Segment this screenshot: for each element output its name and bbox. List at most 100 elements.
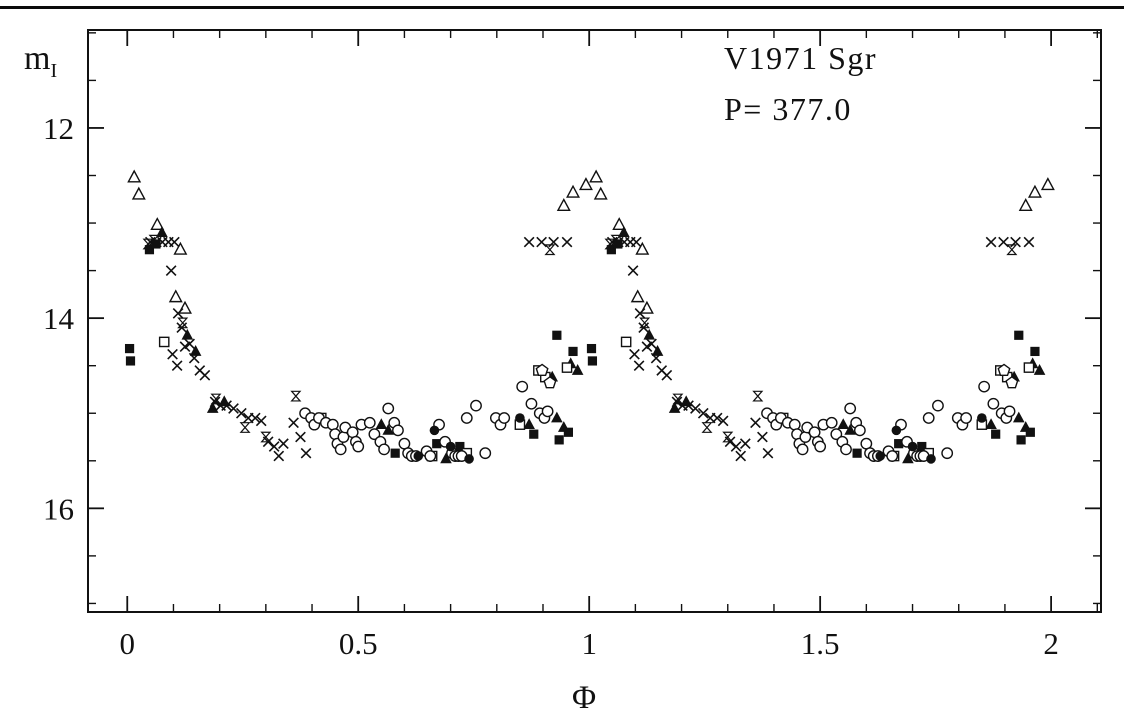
marker-hourglass	[239, 422, 251, 433]
marker-cross	[683, 400, 694, 412]
marker-filled-square	[606, 245, 616, 255]
marker-hourglass	[260, 431, 272, 443]
marker-open-circle	[960, 412, 973, 424]
marker-open-circle	[334, 443, 347, 456]
marker-filled-triangle	[156, 226, 168, 237]
marker-open-circle	[382, 402, 395, 415]
marker-filled-triangle	[375, 418, 388, 430]
marker-filled-triangle	[844, 423, 856, 435]
marker-open-triangle	[1040, 177, 1055, 191]
marker-filled-triangle	[382, 423, 395, 435]
marker-filled-triangle	[551, 411, 563, 423]
marker-open-circle	[932, 399, 944, 412]
marker-open-triangle	[589, 169, 604, 183]
marker-filled-circle	[891, 425, 902, 436]
marker-cross	[188, 352, 200, 364]
marker-filled-square	[1030, 346, 1040, 357]
marker-filled-circle	[515, 413, 525, 423]
marker-open-circle	[796, 443, 809, 456]
marker-open-triangle	[127, 169, 142, 183]
marker-cross	[735, 450, 747, 462]
marker-filled-square	[125, 356, 136, 366]
marker-hourglass	[639, 317, 651, 329]
marker-open-circle	[788, 418, 801, 431]
marker-cross	[646, 338, 657, 350]
marker-filled-circle	[977, 413, 987, 423]
marker-filled-triangle	[837, 418, 850, 430]
marker-filled-square	[529, 429, 539, 439]
marker-filled-square	[1016, 435, 1026, 445]
marker-open-circle	[479, 447, 492, 460]
marker-cross	[228, 403, 239, 414]
figure-top-border	[0, 6, 1124, 9]
marker-open-circle	[378, 443, 390, 456]
marker-open-circle	[470, 399, 482, 412]
marker-cross	[255, 415, 267, 427]
marker-filled-square	[587, 356, 598, 366]
marker-open-circle	[840, 443, 852, 456]
marker-cross	[184, 338, 195, 350]
marker-cross	[627, 265, 639, 276]
marker-open-circle	[498, 412, 511, 424]
marker-hourglass	[290, 390, 302, 402]
marker-open-pentagon	[1005, 375, 1019, 389]
marker-cross	[671, 396, 683, 408]
marker-cross	[998, 236, 1009, 248]
x-axis-label: Φ	[572, 680, 597, 716]
marker-filled-square	[568, 346, 578, 357]
y-tick-label: 12	[43, 111, 74, 146]
marker-cross	[711, 412, 723, 424]
marker-open-circle	[352, 440, 365, 453]
marker-cross	[171, 360, 183, 372]
marker-filled-circle	[429, 425, 440, 436]
marker-open-circle	[922, 412, 935, 424]
marker-filled-square	[432, 439, 442, 449]
marker-open-circle	[363, 416, 376, 429]
marker-hourglass	[544, 244, 556, 256]
marker-hourglass	[722, 431, 734, 443]
marker-cross	[697, 407, 709, 419]
marker-filled-square	[991, 429, 1001, 439]
marker-open-triangle	[593, 186, 608, 200]
marker-filled-square	[144, 245, 155, 255]
marker-cross	[221, 400, 232, 412]
marker-cross	[288, 417, 299, 429]
marker-hourglass	[177, 317, 189, 329]
marker-open-square	[1023, 362, 1035, 373]
x-tick-label: 0	[120, 626, 136, 661]
x-tick-label: 2	[1043, 626, 1059, 661]
marker-cross	[199, 369, 211, 381]
marker-hourglass	[701, 422, 713, 433]
marker-cross	[1023, 236, 1035, 248]
marker-cross	[165, 265, 177, 276]
marker-open-circle	[886, 450, 899, 462]
marker-cross	[249, 412, 261, 424]
marker-open-triangle	[173, 241, 188, 255]
marker-cross	[661, 369, 673, 381]
marker-open-triangle	[630, 289, 645, 303]
marker-cross	[561, 236, 573, 248]
period-label: P= 377.0	[724, 90, 852, 127]
marker-filled-triangle	[643, 328, 656, 340]
marker-cross	[985, 236, 997, 248]
marker-open-circle	[978, 380, 991, 393]
marker-cross	[739, 438, 751, 450]
marker-filled-circle	[907, 441, 918, 452]
marker-cross	[630, 236, 642, 248]
marker-filled-square	[894, 439, 904, 449]
marker-hourglass	[752, 390, 764, 402]
marker-filled-square	[554, 435, 564, 445]
marker-cross	[762, 447, 774, 459]
marker-open-circle	[941, 447, 954, 460]
marker-filled-square	[455, 441, 465, 452]
marker-cross	[235, 407, 247, 419]
marker-filled-circle	[464, 454, 474, 464]
marker-filled-circle	[413, 451, 424, 461]
marker-open-circle	[368, 428, 381, 441]
marker-cross	[757, 431, 768, 443]
marker-open-triangle	[566, 184, 580, 198]
x-tick-label: 1	[581, 626, 597, 661]
plot-annotation: V1971 Sgr P= 377.0	[724, 36, 877, 132]
marker-cross	[169, 236, 180, 248]
marker-filled-square	[151, 239, 161, 249]
